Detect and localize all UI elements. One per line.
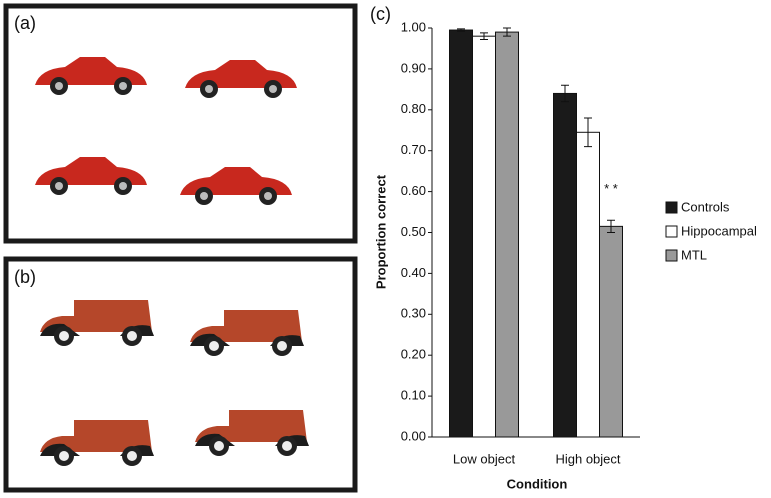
legend-label: Hippocampal bbox=[681, 223, 757, 238]
y-tick-label: 0.80 bbox=[401, 101, 426, 116]
y-tick-label: 0.30 bbox=[401, 306, 426, 321]
bar bbox=[495, 31, 519, 438]
x-tick-label: High object bbox=[555, 451, 620, 466]
y-tick-label: 0.20 bbox=[401, 347, 426, 362]
y-tick-label: 0.60 bbox=[401, 183, 426, 198]
x-tick-label: Low object bbox=[453, 451, 516, 466]
y-axis-title: Proportion correct bbox=[373, 174, 388, 289]
panel-label: (a) bbox=[14, 13, 36, 33]
legend-swatch bbox=[665, 201, 678, 214]
panel-a-frame bbox=[3, 3, 358, 244]
legend-swatch bbox=[665, 225, 678, 238]
legend-label: Controls bbox=[681, 199, 730, 214]
bar bbox=[472, 35, 496, 438]
panel-label: (c) bbox=[370, 4, 391, 24]
error-bar bbox=[457, 28, 465, 32]
legend-swatch bbox=[665, 249, 678, 262]
error-bar bbox=[584, 117, 592, 148]
bar bbox=[449, 29, 473, 438]
panel-label: (b) bbox=[14, 267, 36, 287]
error-bar bbox=[607, 219, 615, 233]
legend-label: MTL bbox=[681, 247, 707, 262]
error-bar bbox=[503, 27, 511, 37]
error-bar bbox=[480, 32, 488, 40]
x-axis-title: Condition bbox=[507, 476, 568, 491]
y-tick-label: 0.50 bbox=[401, 224, 426, 239]
bar bbox=[553, 92, 577, 438]
y-tick-label: 0.40 bbox=[401, 265, 426, 280]
y-tick-label: 0.90 bbox=[401, 60, 426, 75]
y-tick-label: 0.10 bbox=[401, 388, 426, 403]
significance-annotation: * * bbox=[604, 181, 618, 196]
y-tick-label: 0.70 bbox=[401, 142, 426, 157]
y-tick-label: 1.00 bbox=[401, 19, 426, 34]
bar bbox=[599, 225, 623, 438]
y-tick-label: 0.00 bbox=[401, 428, 426, 443]
error-bar bbox=[561, 84, 569, 103]
bar bbox=[576, 131, 600, 438]
